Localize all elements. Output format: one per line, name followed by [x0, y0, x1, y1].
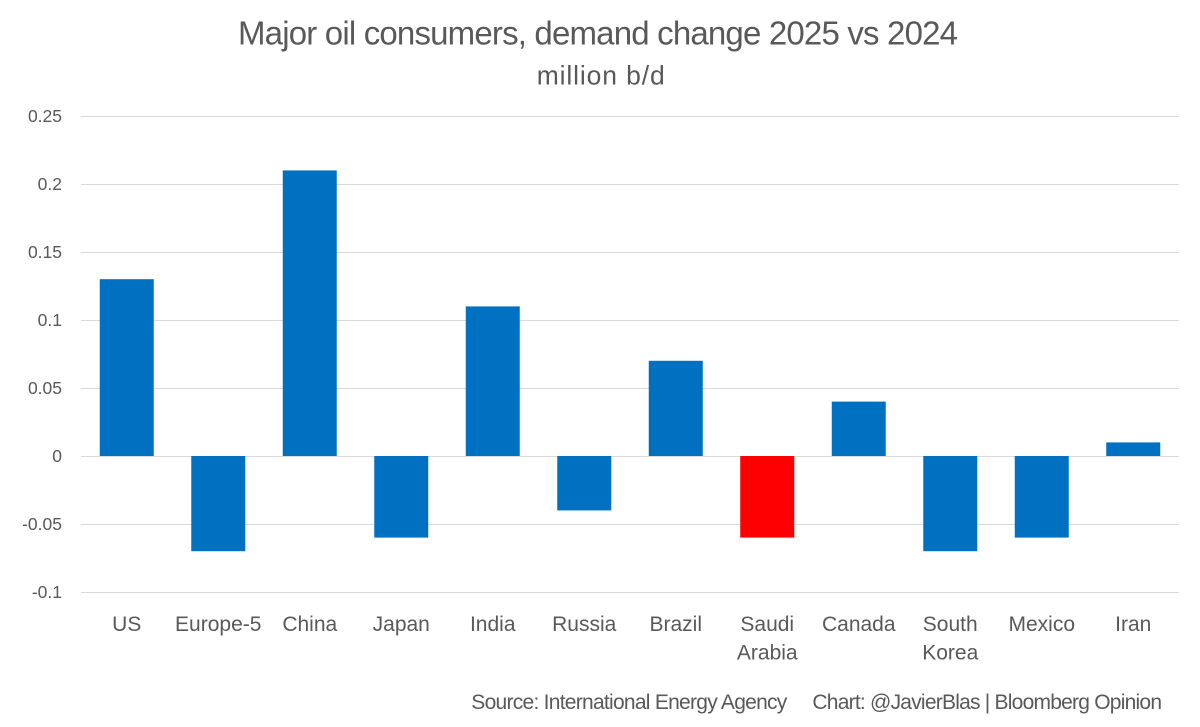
- svg-text:Russia: Russia: [552, 613, 617, 636]
- svg-text:-0.05: -0.05: [22, 514, 62, 534]
- svg-text:Korea: Korea: [922, 642, 978, 665]
- svg-text:South: South: [923, 613, 978, 636]
- svg-text:million b/d: million b/d: [537, 60, 665, 90]
- svg-text:Source: International Energy A: Source: International Energy Agency: [471, 691, 788, 714]
- svg-text:China: China: [282, 613, 337, 636]
- svg-text:0.15: 0.15: [28, 242, 62, 262]
- svg-text:India: India: [470, 613, 516, 636]
- svg-text:Arabia: Arabia: [737, 642, 798, 665]
- svg-text:0.1: 0.1: [38, 310, 62, 330]
- svg-text:Canada: Canada: [822, 613, 896, 636]
- svg-text:0.05: 0.05: [28, 378, 62, 398]
- svg-text:Saudi: Saudi: [740, 613, 794, 636]
- svg-text:0.25: 0.25: [28, 106, 62, 126]
- svg-text:Iran: Iran: [1115, 613, 1151, 636]
- svg-text:Major oil consumers, demand ch: Major oil consumers, demand change 2025 …: [238, 15, 958, 52]
- svg-text:Mexico: Mexico: [1008, 613, 1075, 636]
- svg-text:-0.1: -0.1: [32, 582, 62, 602]
- svg-text:Europe-5: Europe-5: [175, 613, 261, 636]
- svg-text:US: US: [112, 613, 141, 636]
- svg-text:Brazil: Brazil: [649, 613, 702, 636]
- svg-text:0: 0: [52, 446, 62, 466]
- svg-text:Japan: Japan: [373, 613, 430, 636]
- svg-text:0.2: 0.2: [38, 174, 62, 194]
- svg-text:Chart: @JavierBlas | Bloomberg: Chart: @JavierBlas | Bloomberg Opinion: [812, 691, 1162, 714]
